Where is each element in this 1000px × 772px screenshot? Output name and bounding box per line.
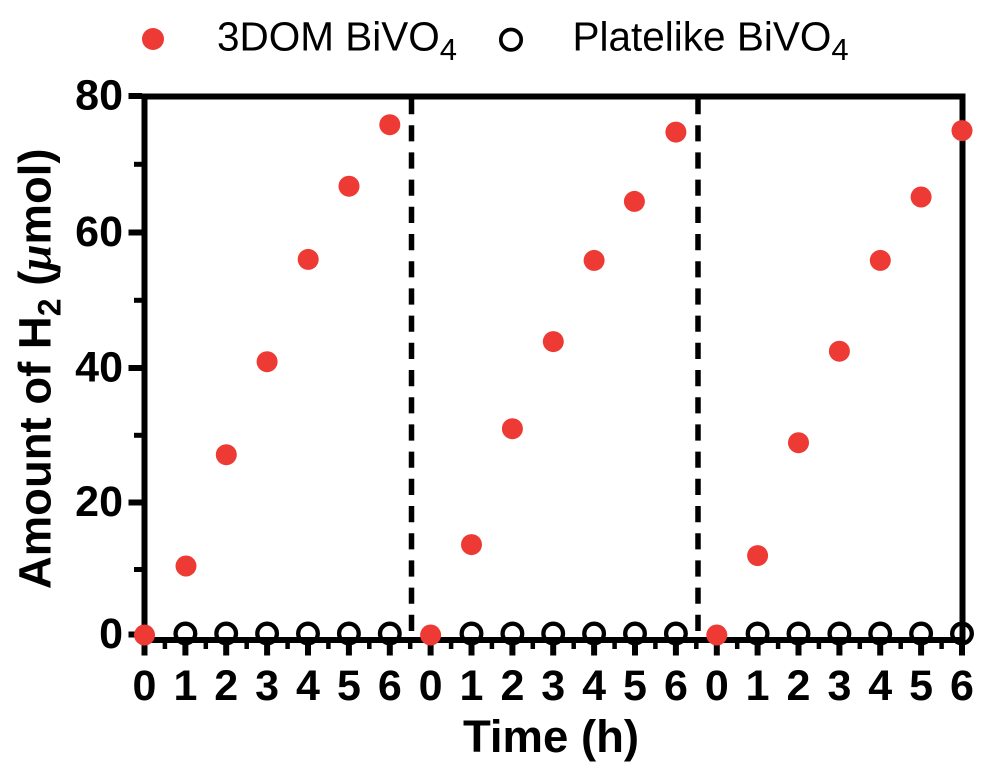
- svg-text:Amount of H2 (μmol): Amount of H2 (μmol): [10, 148, 68, 589]
- svg-text:1: 1: [460, 662, 484, 710]
- svg-text:0: 0: [705, 662, 729, 710]
- svg-text:5: 5: [337, 662, 361, 710]
- svg-text:6: 6: [378, 662, 402, 710]
- svg-text:1: 1: [173, 662, 197, 710]
- svg-text:2: 2: [787, 662, 811, 710]
- svg-text:0: 0: [419, 662, 443, 710]
- svg-text:0: 0: [99, 610, 123, 658]
- svg-text:80: 80: [75, 72, 123, 120]
- svg-text:Platelike BiVO4: Platelike BiVO4: [573, 14, 849, 68]
- svg-text:3: 3: [255, 662, 279, 710]
- svg-text:6: 6: [950, 662, 974, 710]
- svg-text:0: 0: [133, 662, 157, 710]
- svg-text:20: 20: [75, 478, 123, 526]
- svg-text:4: 4: [868, 662, 892, 710]
- svg-text:6: 6: [664, 662, 688, 710]
- svg-text:4: 4: [582, 662, 606, 710]
- svg-text:3: 3: [827, 662, 851, 710]
- svg-text:5: 5: [623, 662, 647, 710]
- svg-text:3: 3: [541, 662, 565, 710]
- svg-text:Time (h): Time (h): [463, 711, 639, 762]
- svg-text:3DOM BiVO4: 3DOM BiVO4: [217, 14, 457, 68]
- svg-text:2: 2: [214, 662, 238, 710]
- svg-text:2: 2: [500, 662, 524, 710]
- svg-text:40: 40: [75, 344, 123, 392]
- svg-text:5: 5: [909, 662, 933, 710]
- svg-text:4: 4: [296, 662, 320, 710]
- svg-text:1: 1: [746, 662, 770, 710]
- svg-text:60: 60: [75, 208, 123, 256]
